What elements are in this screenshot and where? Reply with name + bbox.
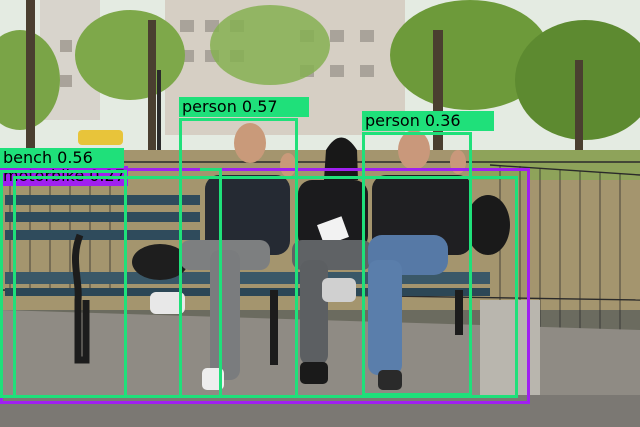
taxi xyxy=(78,130,123,145)
detection-label-person-left: person 0.57 xyxy=(179,97,309,117)
person-middle xyxy=(292,137,372,384)
person-right xyxy=(368,130,472,390)
detection-label-bench: bench 0.56 xyxy=(0,148,124,168)
detection-box-person-left-inner xyxy=(200,168,222,398)
detection-box-person-left xyxy=(179,118,298,398)
detection-box-person-right xyxy=(362,132,472,396)
tree-trunks xyxy=(26,0,583,170)
person-left xyxy=(150,123,296,390)
curb xyxy=(480,300,540,395)
lamp-post xyxy=(157,70,161,160)
detection-label-person-right: person 0.36 xyxy=(362,111,494,131)
pavement xyxy=(0,395,640,427)
bag-right xyxy=(466,195,510,255)
backpack xyxy=(132,244,188,280)
